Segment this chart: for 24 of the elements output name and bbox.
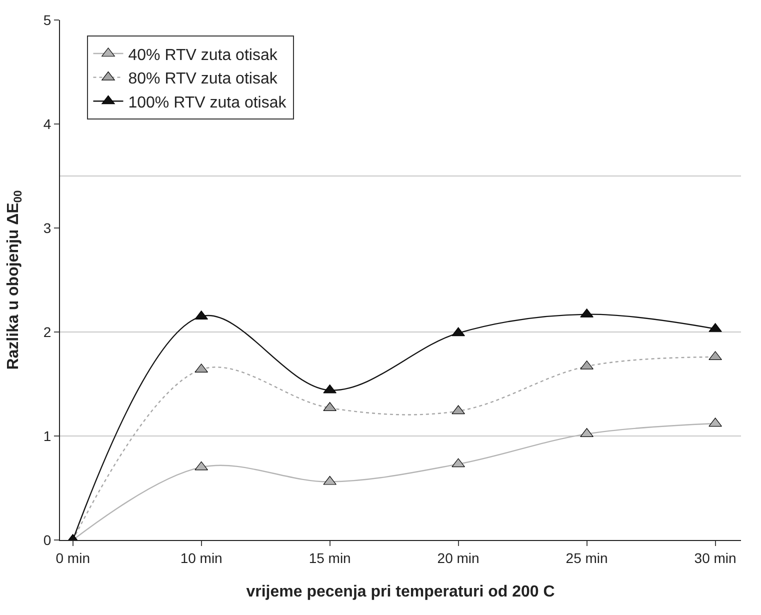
x-axis-title: vrijeme pecenja pri temperaturi od 200 C bbox=[246, 584, 556, 600]
point bbox=[452, 327, 465, 336]
x-tick-label: 10 min bbox=[180, 550, 222, 566]
x-tick-label: 25 min bbox=[566, 550, 608, 566]
legend-label: 100% RTV zuta otisak bbox=[128, 94, 288, 112]
legend-label: 80% RTV zuta otisak bbox=[128, 70, 278, 88]
point bbox=[708, 418, 722, 427]
y-tick-label: 5 bbox=[43, 12, 52, 28]
y-tick-label: 1 bbox=[43, 428, 52, 444]
point bbox=[194, 461, 208, 470]
point bbox=[452, 405, 465, 414]
y-tick-label: 0 bbox=[43, 532, 52, 548]
legend-label: 40% RTV zuta otisak bbox=[128, 46, 278, 64]
y-tick-label: 4 bbox=[43, 116, 52, 132]
x-tick-label: 20 min bbox=[437, 550, 480, 566]
point bbox=[708, 351, 722, 360]
point bbox=[452, 458, 465, 468]
point bbox=[323, 476, 336, 485]
y-tick-label: 2 bbox=[43, 324, 52, 340]
x-tick-label: 15 min bbox=[308, 550, 351, 566]
x-tick-label: 30 min bbox=[694, 550, 736, 566]
point bbox=[323, 384, 336, 394]
x-tick-label: 0 min bbox=[56, 550, 90, 566]
y-tick-label: 3 bbox=[43, 220, 52, 236]
